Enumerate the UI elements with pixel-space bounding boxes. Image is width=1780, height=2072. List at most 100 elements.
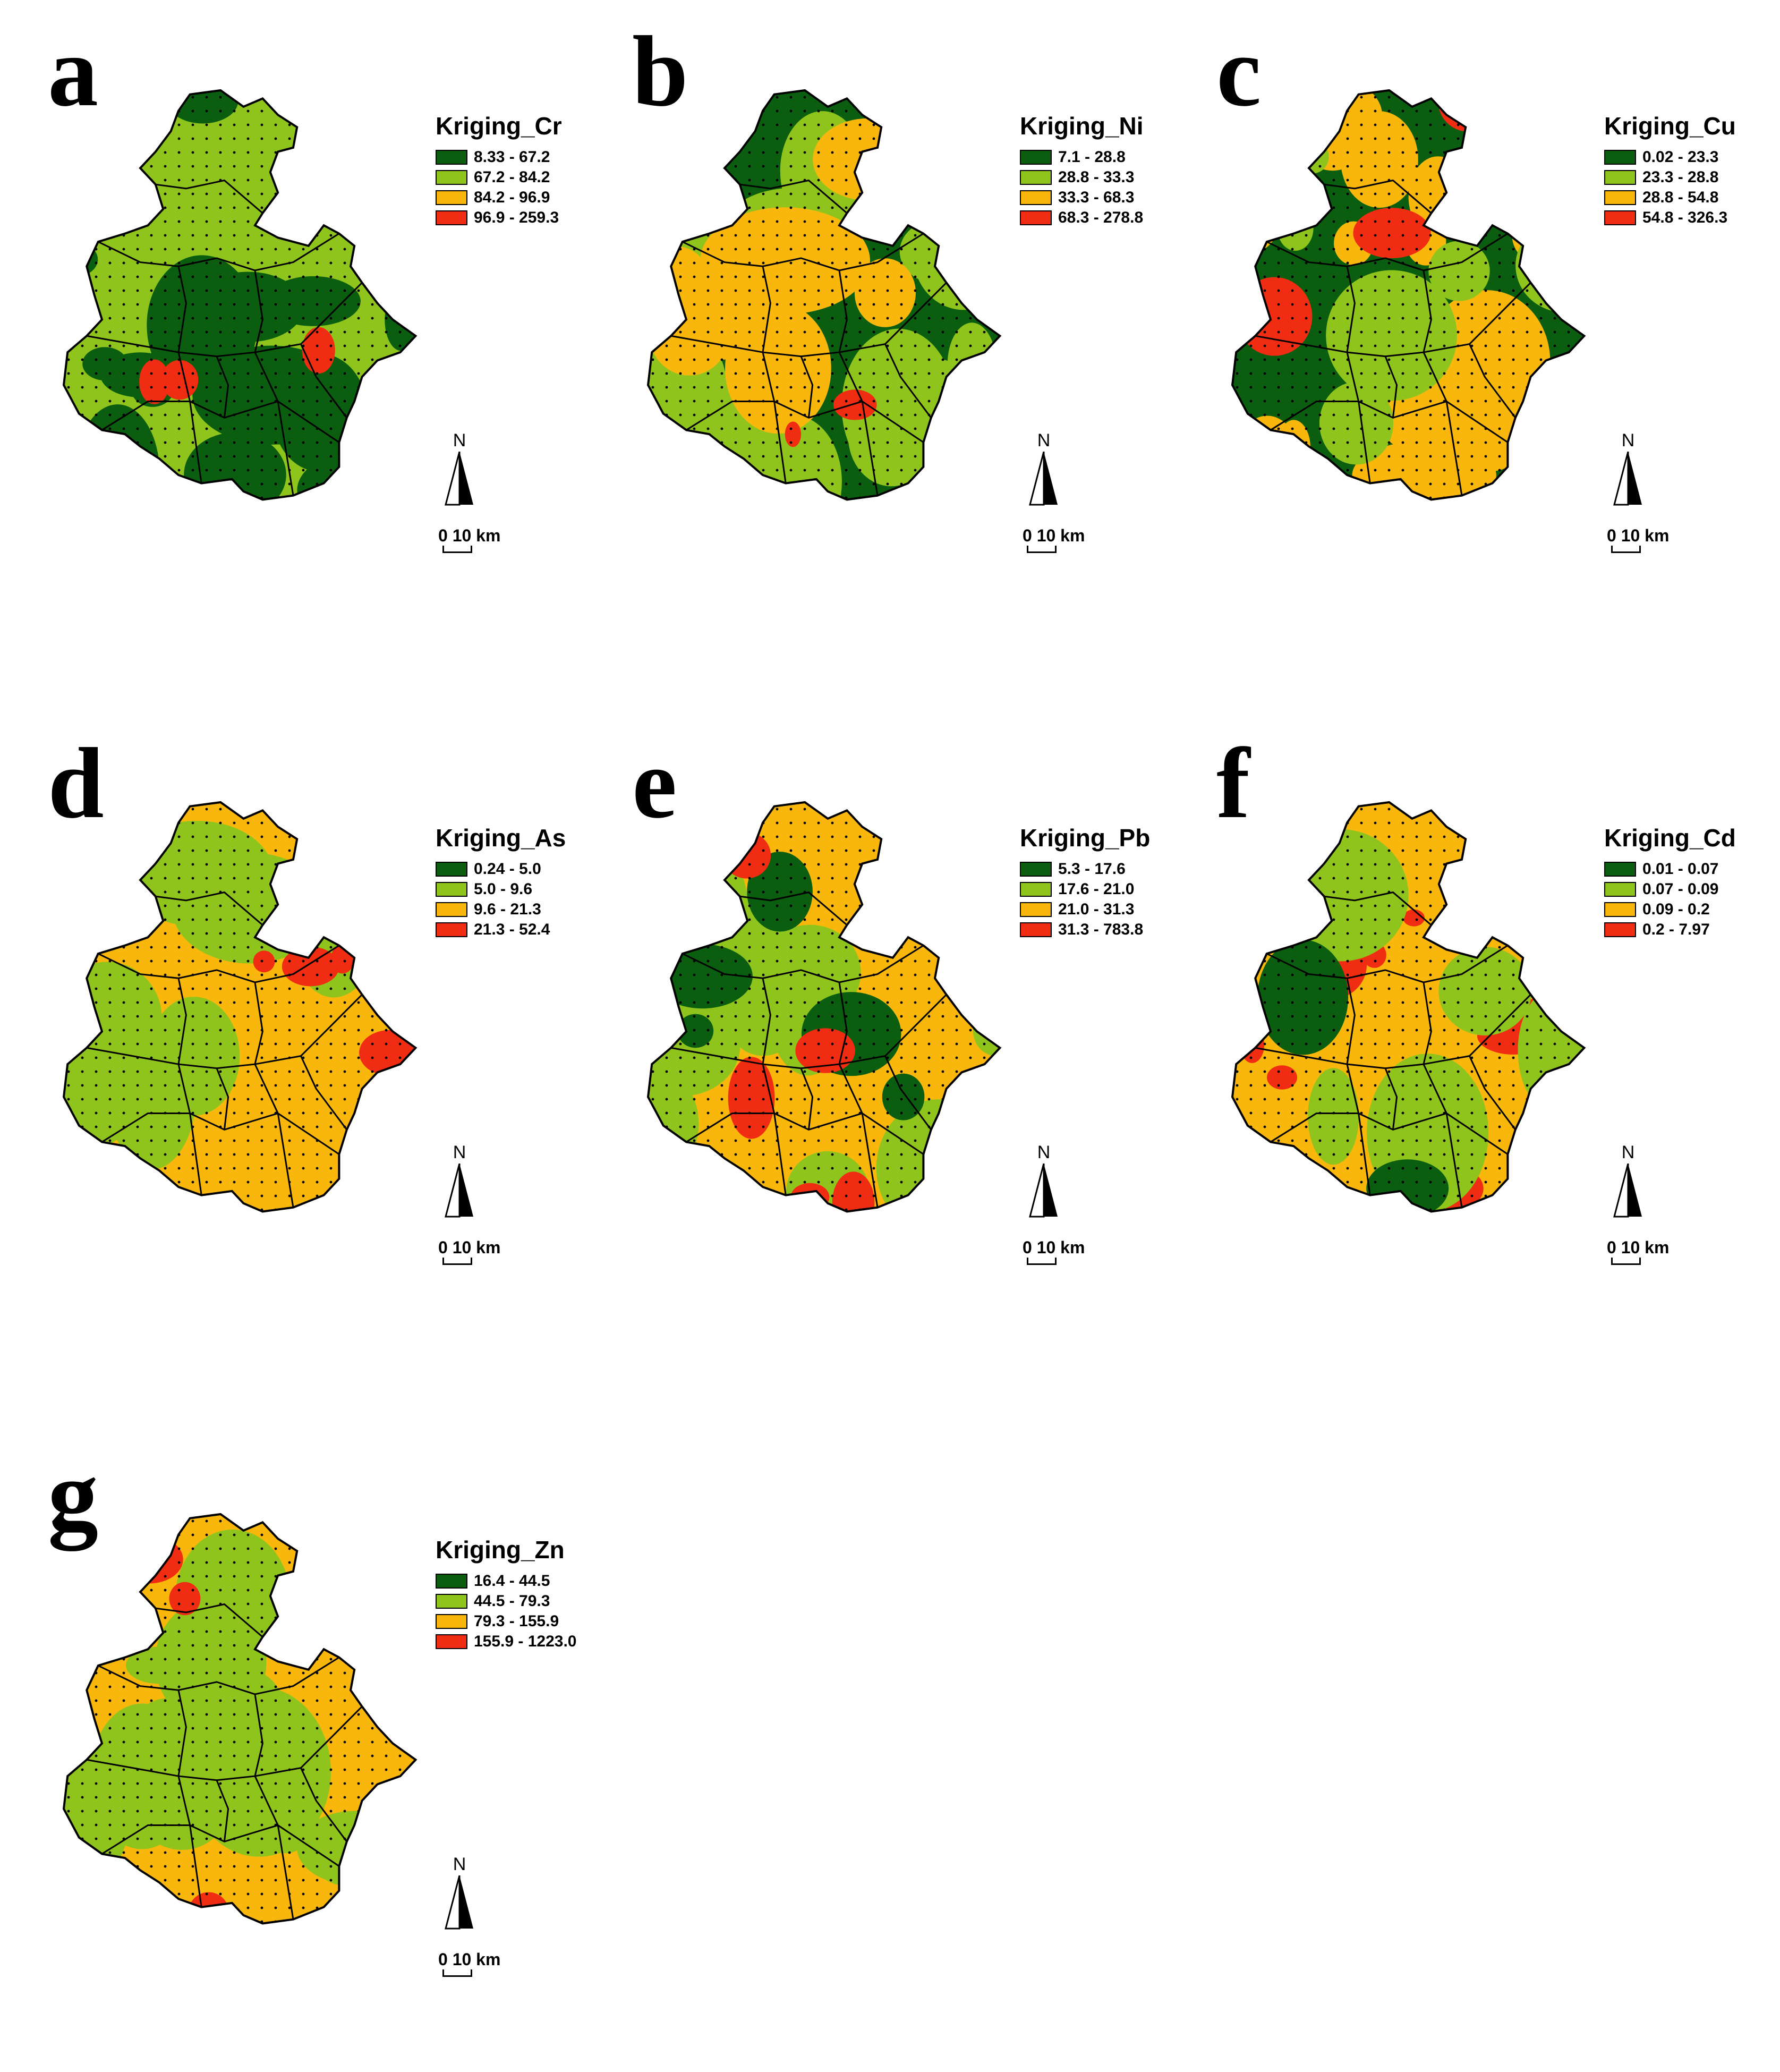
class-patch (1256, 171, 1313, 218)
district-boundary (1423, 982, 1463, 1208)
legend-swatch (436, 1614, 467, 1629)
district-boundary (739, 891, 848, 926)
legend-item: 44.5 - 79.3 (436, 1592, 577, 1611)
north-arrow-icon (445, 452, 473, 506)
legend-swatch (1020, 862, 1052, 877)
legend-swatch (1020, 882, 1052, 897)
legend-swatch (1604, 190, 1636, 205)
class-patch (349, 1514, 416, 1603)
north-label: N (1037, 430, 1051, 451)
district-boundary (686, 1112, 924, 1155)
district-boundary (177, 978, 202, 1195)
district-boundary (1384, 1068, 1398, 1130)
region-outline (646, 801, 1002, 1213)
class-patch (1521, 927, 1568, 970)
scale-bar-line (1027, 546, 1057, 553)
map-d (62, 801, 418, 1213)
district-boundary (254, 982, 294, 1208)
scale-bar-line (1611, 1258, 1641, 1265)
legend-title: Kriging_Cu (1604, 112, 1736, 140)
legend-item: 31.3 - 783.8 (1020, 920, 1150, 939)
legend-item: 7.1 - 28.8 (1020, 148, 1144, 167)
north-arrow-icon (445, 1875, 473, 1930)
legend-swatch (1020, 902, 1052, 917)
panel-letter: c (1216, 16, 1262, 128)
legend-label: 21.3 - 52.4 (474, 921, 550, 938)
map-panel-f: f Kriging_Cd 0.01 - 0.07 0.07 - 0.09 0.09 - … (1216, 733, 1780, 1360)
panel-letter: a (48, 16, 98, 128)
district-boundary (177, 266, 202, 483)
legend-label: 9.6 - 21.3 (474, 901, 541, 918)
scale-bar: 0 10 km (1607, 526, 1669, 553)
legend-swatch (436, 190, 467, 205)
legend-label: 44.5 - 79.3 (474, 1592, 550, 1610)
legend-swatch (436, 150, 467, 165)
legend: Kriging_Cd 0.01 - 0.07 0.07 - 0.09 0.09 - 0… (1604, 823, 1736, 940)
district-boundary (884, 1056, 932, 1131)
legend-label: 96.9 - 259.3 (474, 209, 559, 226)
panel-letter: b (632, 16, 688, 128)
legend-item: 21.3 - 52.4 (436, 920, 566, 939)
legend-swatch (1020, 150, 1052, 165)
district-boundary (1384, 356, 1398, 418)
legend-label: 0.09 - 0.2 (1642, 901, 1710, 918)
scale-label: 0 10 km (1023, 1238, 1085, 1257)
map-a (62, 89, 418, 501)
class-patch (64, 132, 104, 160)
legend-label: 79.3 - 155.9 (474, 1612, 559, 1630)
legend-item: 0.24 - 5.0 (436, 860, 566, 879)
class-patch (1458, 867, 1516, 913)
legend-label: 0.07 - 0.09 (1642, 880, 1719, 898)
class-patch (702, 876, 728, 911)
legend-item: 21.0 - 31.3 (1020, 900, 1150, 919)
figure-panels: a Kriging_Cr 8.33 - 67.2 67.2 - 84.2 84.2 - … (48, 16, 1780, 1977)
district-boundary (739, 179, 848, 214)
district-boundary (1324, 179, 1432, 214)
legend-item: 68.3 - 278.8 (1020, 208, 1144, 227)
legend-label: 31.3 - 783.8 (1058, 921, 1144, 938)
legend-swatch (436, 1574, 467, 1589)
legend-label: 21.0 - 31.3 (1058, 901, 1135, 918)
panel-letter: g (48, 1440, 98, 1551)
region-outline (62, 1513, 418, 1925)
district-boundary (1423, 270, 1463, 496)
region-outline (1231, 801, 1586, 1213)
class-patch (915, 90, 1000, 220)
legend-label: 5.0 - 9.6 (474, 880, 533, 898)
legend-item: 33.3 - 68.3 (1020, 188, 1144, 207)
legend-swatch (1604, 902, 1636, 917)
legend-label: 8.33 - 67.2 (474, 148, 550, 166)
district-boundary (155, 179, 263, 214)
region-outline (62, 89, 418, 501)
district-boundary (682, 945, 924, 983)
north-arrow-icon (1613, 452, 1642, 506)
legend-label: 17.6 - 21.0 (1058, 880, 1135, 898)
legend-swatch (1604, 922, 1636, 937)
map-f (1231, 801, 1586, 1213)
legend-swatch (436, 170, 467, 185)
legend: Kriging_Pb 5.3 - 17.6 17.6 - 21.0 21.0 - 31… (1020, 823, 1150, 940)
map-panel-a: a Kriging_Cr 8.33 - 67.2 67.2 - 84.2 84.2 - … (48, 21, 632, 648)
legend-label: 84.2 - 96.9 (474, 189, 550, 206)
legend-swatch (1020, 922, 1052, 937)
scale-bar-line (1611, 546, 1641, 553)
legend-swatch (436, 1594, 467, 1609)
legend-item: 16.4 - 44.5 (436, 1572, 577, 1591)
legend-swatch (1020, 170, 1052, 185)
class-patch (323, 134, 416, 226)
legend-item: 79.3 - 155.9 (436, 1612, 577, 1631)
legend-title: Kriging_Zn (436, 1536, 565, 1564)
legend: Kriging_Zn 16.4 - 44.5 44.5 - 79.3 79.3 - 1… (436, 1535, 577, 1652)
scale-bar-line (442, 1969, 472, 1977)
legend-label: 67.2 - 84.2 (474, 168, 550, 186)
scale-bar: 0 10 km (1607, 1238, 1669, 1265)
legend: Kriging_Cr 8.33 - 67.2 67.2 - 84.2 84.2 - 9… (436, 112, 562, 228)
legend: Kriging_Cu 0.02 - 23.3 23.3 - 28.8 28.8 - 5… (1604, 112, 1736, 228)
class-patch (359, 1865, 389, 1881)
panel-letter: d (48, 728, 104, 839)
legend-item: 28.8 - 33.3 (1020, 168, 1144, 187)
district-boundary (800, 356, 814, 418)
legend-item: 0.07 - 0.09 (1604, 880, 1736, 899)
district-boundary (838, 982, 879, 1208)
district-boundary (216, 356, 229, 418)
